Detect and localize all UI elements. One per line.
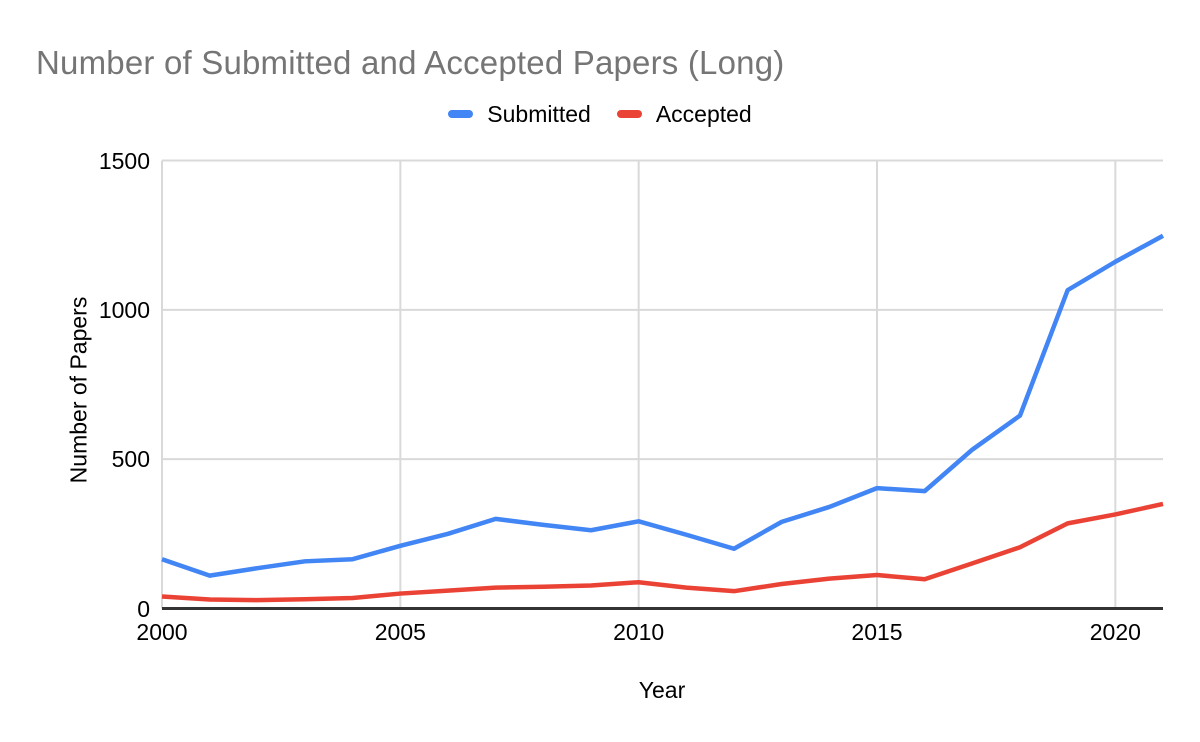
x-tick-label: 2020 <box>1089 619 1141 645</box>
legend-swatch-accepted-icon <box>616 110 642 118</box>
legend-label-accepted: Accepted <box>655 101 752 127</box>
chart-title: Number of Submitted and Accepted Papers … <box>36 44 785 81</box>
y-tick-label: 1000 <box>98 296 150 323</box>
x-tick-label: 2005 <box>374 619 426 645</box>
chart-legend: Submitted Accepted <box>0 100 1200 128</box>
y-tick-label: 0 <box>137 595 150 622</box>
legend-label-submitted: Submitted <box>487 101 591 127</box>
x-tick-label: 2010 <box>613 619 665 645</box>
x-axis-title: Year <box>638 677 686 703</box>
y-tick-label: 1500 <box>98 147 150 174</box>
legend-item-accepted: Accepted <box>616 100 752 128</box>
y-axis-title: Number of Papers <box>65 296 92 484</box>
y-tick-label: 500 <box>111 446 150 473</box>
series-line-submitted <box>161 233 1165 578</box>
series-line-accepted <box>161 501 1164 603</box>
legend-swatch-submitted-icon <box>448 110 474 118</box>
x-tick-label: 2015 <box>851 619 903 645</box>
x-tick-label: 2000 <box>136 619 188 645</box>
legend-item-submitted: Submitted <box>448 100 591 128</box>
